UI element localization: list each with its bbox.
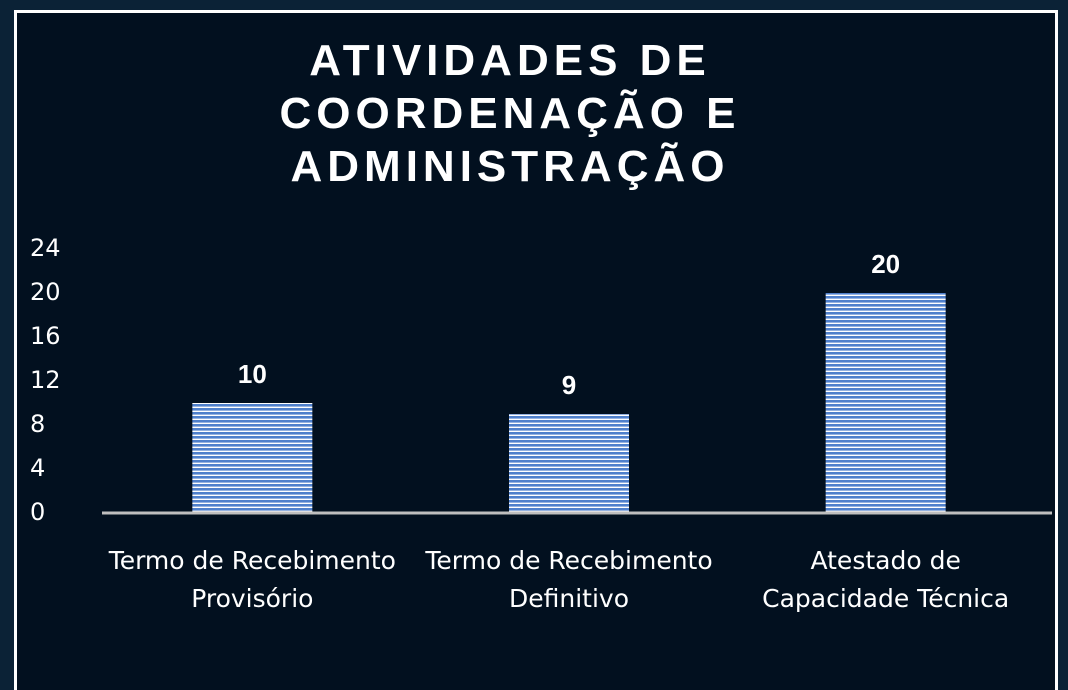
value-label: 20: [871, 249, 900, 279]
y-tick-label: 24: [30, 234, 61, 262]
y-tick-label: 16: [30, 322, 61, 350]
y-tick-label: 8: [30, 410, 46, 438]
y-tick-label: 20: [30, 278, 61, 306]
x-tick-label: Termo de Recebimento Provisório: [108, 546, 396, 613]
y-tick-label: 0: [30, 498, 46, 526]
value-label: 9: [562, 370, 576, 400]
value-label: 10: [238, 359, 267, 389]
x-tick-label: Atestado de Capacidade Técnica: [762, 546, 1010, 613]
bar: [192, 403, 313, 513]
y-tick-label: 12: [30, 366, 61, 394]
y-tick-label: 4: [30, 454, 46, 482]
x-tick-label: Termo de Recebimento Definitivo: [425, 546, 713, 613]
chart-title: ATIVIDADES DE COORDENAÇÃO E ADMINISTRAÇÃ…: [279, 36, 741, 191]
bar: [509, 414, 629, 513]
bar: [825, 293, 946, 513]
